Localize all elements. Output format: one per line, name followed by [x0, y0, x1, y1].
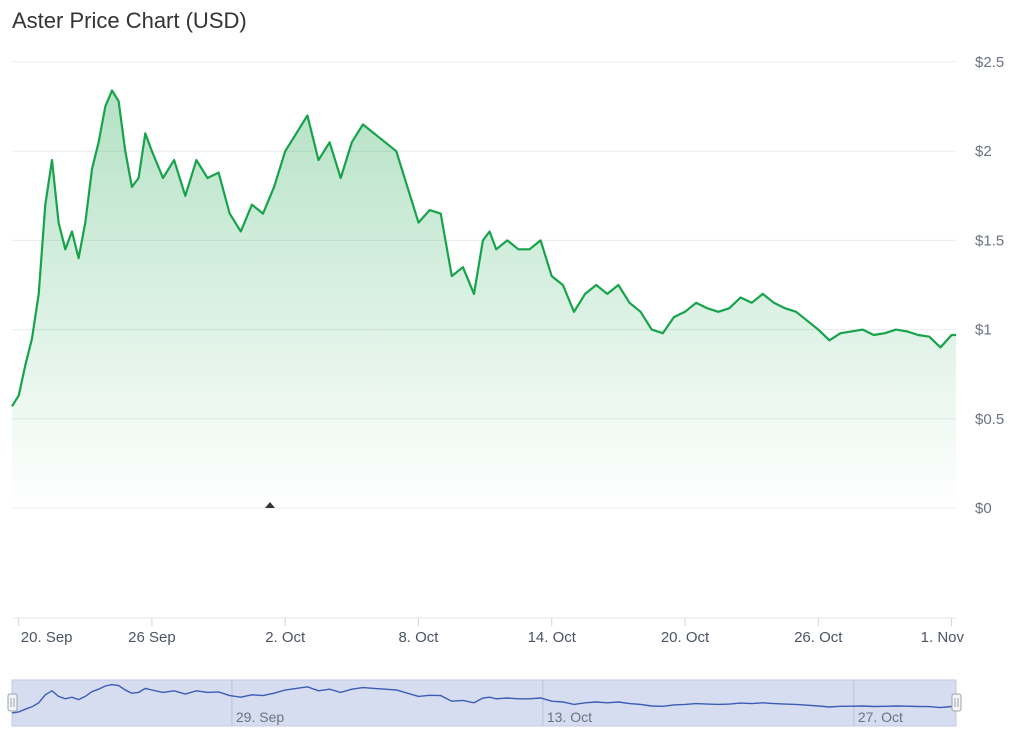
navigator-line: [11, 683, 956, 714]
x-tick-label: 2. Oct: [265, 629, 306, 646]
chart-title: Aster Price Chart (USD): [12, 8, 247, 33]
navigator-tick-lines: [231, 680, 855, 726]
x-tick-label: 26. Oct: [794, 629, 843, 646]
x-tick-label: 8. Oct: [398, 629, 439, 646]
navigator-window[interactable]: [11, 679, 957, 727]
navigator-tick-label: 13. Oct: [547, 709, 592, 725]
y-tick-label: $1: [975, 322, 992, 339]
navigator-labels: 29. Sep 13. Oct 27. Oct: [236, 709, 903, 725]
price-line: [11, 89, 956, 407]
x-tick-label: 20. Sep: [21, 629, 73, 646]
navigator-left-handle[interactable]: [7, 693, 18, 712]
y-tick-label: $0.5: [975, 411, 1004, 428]
x-axis-labels: 20. Sep 26 Sep 2. Oct 8. Oct 14. Oct 20. Oct 2…: [18, 618, 965, 646]
navigator-tick-label: 27. Oct: [858, 709, 903, 725]
y-tick-label: $0: [975, 500, 992, 517]
y-axis-labels: $0 $0.5 $1 $1.5 $2 $2.5: [975, 54, 1004, 517]
x-tick-label: 14. Oct: [528, 629, 577, 646]
navigator-tick-label: 29. Sep: [236, 709, 284, 725]
x-tick-label: 1. Nov: [921, 629, 965, 646]
y-tick-label: $2.5: [975, 54, 1004, 71]
caret-up-icon: [265, 502, 275, 508]
x-tick-label: 26 Sep: [128, 629, 176, 646]
price-area: [12, 90, 956, 508]
y-tick-label: $2: [975, 143, 992, 160]
y-tick-label: $1.5: [975, 232, 1004, 249]
x-tick-label: 20. Oct: [661, 629, 710, 646]
navigator-right-handle[interactable]: [951, 693, 962, 712]
